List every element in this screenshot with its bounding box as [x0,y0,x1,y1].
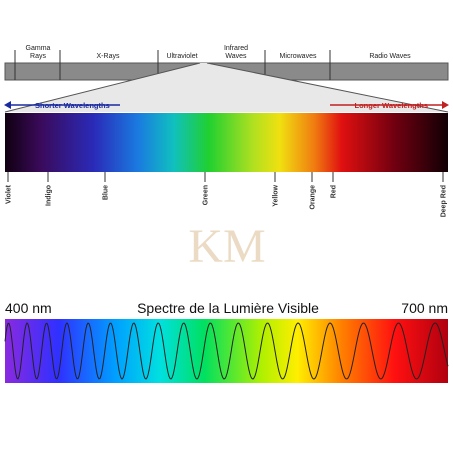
spectrum [5,113,448,172]
wavelength-label: 700 nm [401,300,448,316]
color-label: Violet [6,184,13,204]
visible-window [5,63,448,112]
color-label: Green [203,185,210,205]
visible-spectrum [5,319,448,383]
band-label: Microwaves [280,53,317,60]
visible-title: Spectre de la Lumière Visible [137,300,319,316]
band-label: Ultraviolet [166,53,197,60]
arrow-label: Shorter Wavelengths [35,101,110,110]
wavelength-label: 400 nm [5,300,52,316]
band-label: Infrared Waves [224,45,248,60]
color-label: Yellow [273,184,280,206]
watermark: KM [188,220,265,273]
band-label: X-Rays [97,53,120,60]
color-label: Deep Red [441,185,448,217]
color-label: Indigo [46,185,53,206]
band-label: Radio Waves [369,53,411,60]
arrow-head [4,101,11,109]
window-edge [4,62,201,113]
color-label: Orange [310,185,317,210]
arrow-head [442,101,449,109]
wave [4,322,449,380]
color-label: Red [331,185,338,198]
band-label: Gamma Rays [26,45,51,60]
window-edge [206,62,449,113]
color-label: Blue [103,185,110,200]
arrow-label: Longer Wavelengths [355,101,428,110]
